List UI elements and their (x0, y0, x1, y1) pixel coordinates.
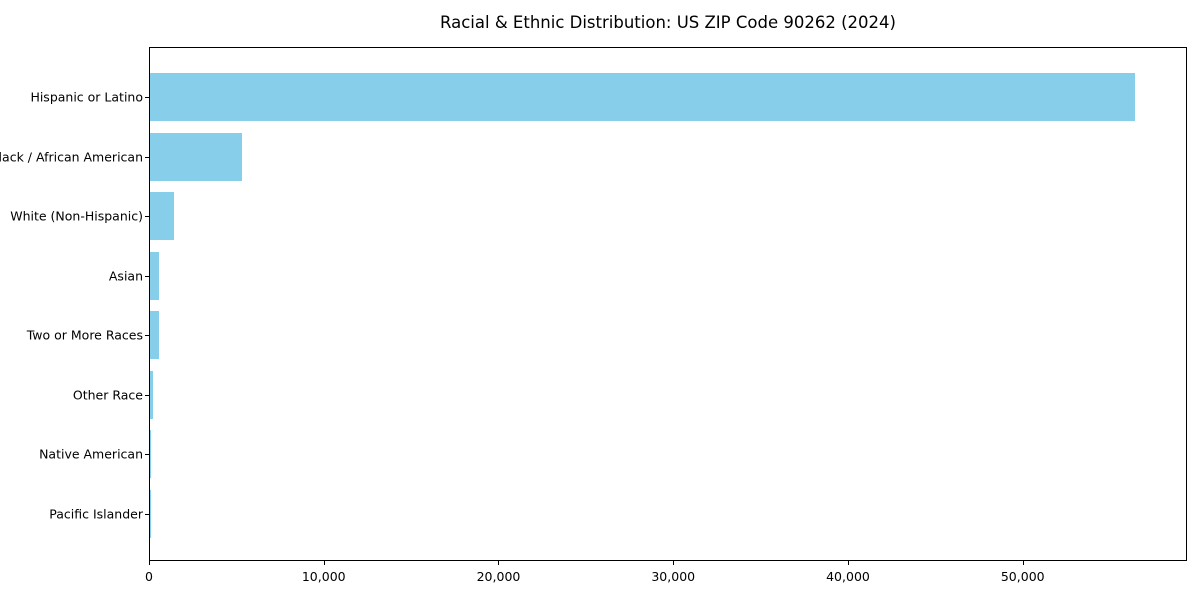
y-tick-mark (145, 216, 149, 217)
x-tick-mark (498, 561, 500, 565)
plot-area (149, 47, 1187, 561)
x-tick-mark (1022, 561, 1024, 565)
y-tick-mark (145, 275, 149, 277)
y-tick-mark (145, 97, 149, 98)
y-tick-mark (145, 335, 149, 336)
x-tick-mark (673, 561, 675, 565)
chart-title: Racial & Ethnic Distribution: US ZIP Cod… (440, 13, 896, 32)
bar-other-race (150, 370, 154, 419)
x-tick-label: 40,000 (826, 569, 870, 584)
x-tick-mark (323, 561, 325, 565)
y-tick-label: Pacific Islander (49, 506, 143, 521)
y-tick-label: Other Race (72, 387, 143, 402)
bar-hispanic-or-latino (150, 73, 1136, 121)
y-tick-mark (145, 454, 149, 455)
y-tick-label: Black / African American (0, 149, 143, 164)
x-tick-mark (847, 561, 849, 565)
x-tick-label: 10,000 (301, 569, 346, 584)
bar-two-or-more-races (150, 311, 159, 359)
y-tick-label: Asian (108, 268, 143, 283)
y-tick-mark (145, 156, 149, 158)
x-tick-label: 0 (145, 569, 153, 584)
x-tick-mark (149, 561, 150, 565)
x-tick-label: 20,000 (476, 569, 521, 584)
bar-black-african-american (150, 132, 243, 181)
y-tick-mark (145, 394, 149, 396)
x-tick-label: 50,000 (1000, 569, 1045, 584)
y-tick-label: Native American (39, 446, 143, 462)
y-tick-label: White (Non-Hispanic) (10, 208, 143, 224)
y-tick-mark (145, 513, 149, 515)
y-tick-label: Two or More Races (26, 327, 143, 343)
bar-white-non-hispanic (150, 192, 175, 240)
y-tick-label: Hispanic or Latino (30, 89, 143, 105)
bar-asian (150, 251, 160, 300)
x-tick-label: 30,000 (651, 569, 696, 584)
